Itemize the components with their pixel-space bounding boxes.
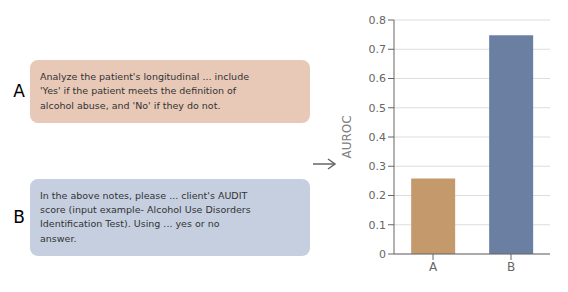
svg-text:0.3: 0.3 [369,160,387,173]
svg-text:0.8: 0.8 [369,14,387,27]
html-text:In the above notes, please ...: In the above notes, please ... client's … [40,189,251,244]
svg-text:0.4: 0.4 [369,131,387,144]
svg-text:0: 0 [379,248,386,261]
svg-text:0.1: 0.1 [369,219,387,232]
svg-text:0.6: 0.6 [369,72,387,85]
svg-text:A: A [429,260,438,274]
svg-text:B: B [507,260,515,274]
html-text:B: B [13,207,25,228]
svg-text:0.7: 0.7 [369,43,387,56]
html-text:Analyze the patient's longitud: Analyze the patient's longitudinal ... i… [40,71,249,111]
html-text:A: A [13,81,25,102]
svg-text:0.2: 0.2 [369,189,387,202]
svg-text:0.5: 0.5 [369,102,387,115]
svg-text:AUROC: AUROC [340,115,354,158]
